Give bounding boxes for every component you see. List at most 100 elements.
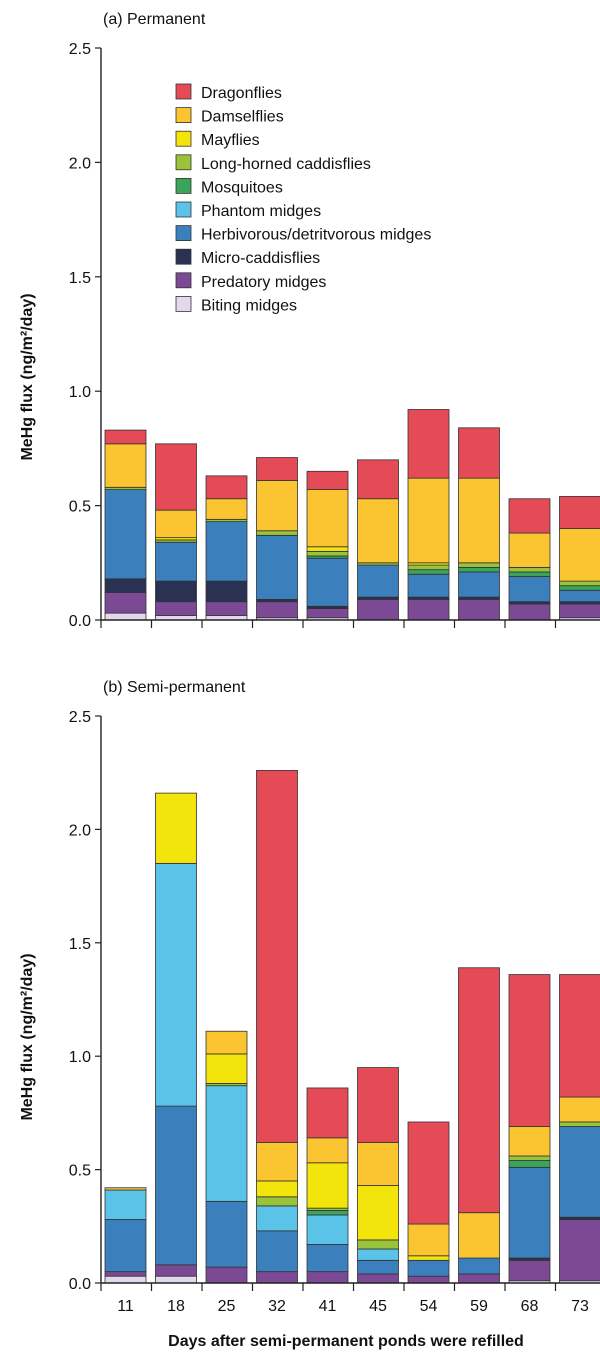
panel-b-bar-segment-predatory-midges: [509, 1260, 550, 1280]
panel-a-bar-segment-damselflies: [257, 480, 298, 530]
legend-swatch: [176, 249, 191, 264]
panel-a-bar-segment-damselflies: [408, 478, 449, 563]
panel-a-bar-segment-dragonflies: [105, 430, 146, 444]
x-tick-label: 54: [420, 1298, 438, 1315]
legend-item-mosquitoes: Mosquitoes: [176, 178, 283, 196]
panel-a-bar-segment-dragonflies: [560, 496, 600, 528]
legend-label: Micro-caddisflies: [201, 250, 320, 267]
panel-a-y-ticks: 0.0 0.5 1.0 1.5 2.0 2.5: [69, 41, 101, 630]
panel-b-bar-segment-mayflies: [358, 1185, 399, 1239]
panel-a-bar-segment-micro-caddisflies: [206, 581, 247, 602]
panel-b-bar-segment-damselflies: [459, 1213, 500, 1258]
panel-a-bar-segment-damselflies: [560, 528, 600, 581]
panel-a-bar-segment-mosquitoes: [509, 572, 550, 577]
panel-a-bar-segment-damselflies: [105, 444, 146, 487]
panel-b-bar-segment-mosquitoes: [509, 1161, 550, 1168]
panel-b-bar-segment-herbivorous-detritvorous-midges: [509, 1167, 550, 1258]
panel-a-bar-segment-dragonflies: [257, 458, 298, 481]
legend-label: Dragonflies: [201, 85, 282, 102]
legend-swatch: [176, 108, 191, 123]
panel-a-bar-segment-long-horned-caddisflies: [509, 567, 550, 572]
panel-a-bar-segment-dragonflies: [307, 471, 348, 489]
legend-swatch: [176, 202, 191, 217]
panel-a-bar-segment-mosquitoes: [408, 570, 449, 575]
panel-b-bar-segment-dragonflies: [560, 975, 600, 1097]
panel-a-bar-segment-predatory-midges: [156, 602, 197, 616]
panel-b-bar-segment-long-horned-caddisflies: [509, 1156, 550, 1161]
panel-a-bar-segment-biting-midges: [105, 613, 146, 620]
panel-a-bar-segment-dragonflies: [206, 476, 247, 499]
panel-b-bar-segment-biting-midges: [105, 1276, 146, 1283]
panel-a-bar-segment-herbivorous-detritvorous-midges: [206, 522, 247, 581]
panel-b-bar-segment-herbivorous-detritvorous-midges: [459, 1258, 500, 1274]
panel-b-bar-segment-predatory-midges: [307, 1272, 348, 1283]
panel-a-bar-stack-11: [105, 430, 146, 620]
legend-item-dragonflies: Dragonflies: [176, 84, 282, 102]
legend-item-herbivorous-detritvorous-midges: Herbivorous/detritvorous midges: [176, 226, 431, 244]
panel-b-y-tick-label: 0.5: [69, 1163, 91, 1180]
panel-b-bar-segment-herbivorous-detritvorous-midges: [206, 1201, 247, 1267]
panel-a-bar-segment-dragonflies: [156, 444, 197, 510]
x-tick-label: 41: [319, 1298, 337, 1315]
panel-b-y-tick-label: 2.5: [69, 709, 91, 726]
panel-b-bar-segment-damselflies: [509, 1127, 550, 1156]
panel-a-title: (a) Permanent: [103, 11, 206, 28]
panel-b-bar-segment-predatory-midges: [156, 1265, 197, 1276]
panel-b-bar-stack-59: [459, 968, 500, 1283]
panel-b-bar-segment-dragonflies: [257, 770, 298, 1142]
panel-a-bar-segment-damselflies: [206, 499, 247, 520]
panel-a-bar-segment-predatory-midges: [358, 599, 399, 620]
panel-a-bar-stack-25: [206, 476, 247, 620]
panel-b-bar-stack-41: [307, 1088, 348, 1283]
panel-b-y-tick-label: 2.0: [69, 822, 91, 839]
panel-a-bars: [105, 410, 600, 620]
panel-b-bar-segment-dragonflies: [509, 975, 550, 1127]
panel-b-bar-segment-phantom-midges: [105, 1190, 146, 1219]
panel-b-bar-segment-dragonflies: [358, 1068, 399, 1143]
panel-a-bar-segment-predatory-midges: [206, 602, 247, 616]
panel-a-bar-segment-predatory-midges: [560, 604, 600, 618]
panel-a-bar-segment-long-horned-caddisflies: [307, 551, 348, 556]
panel-b-bar-segment-herbivorous-detritvorous-midges: [408, 1260, 449, 1276]
panel-b-y-axis-label: MeHg flux (ng/m²/day): [19, 953, 36, 1120]
panel-a-bar-segment-damselflies: [459, 478, 500, 563]
panel-b-bar-segment-phantom-midges: [358, 1249, 399, 1260]
panel-a-bar-segment-dragonflies: [408, 410, 449, 479]
x-tick-label: 59: [470, 1298, 488, 1315]
panel-b-bar-segment-predatory-midges: [105, 1272, 146, 1277]
panel-a-bar-segment-herbivorous-detritvorous-midges: [257, 535, 298, 599]
panel-a-bar-segment-micro-caddisflies: [105, 579, 146, 593]
panel-a-bar-segment-herbivorous-detritvorous-midges: [509, 577, 550, 602]
panel-b-bar-stack-45: [358, 1068, 399, 1283]
panel-b-bar-segment-mayflies: [206, 1054, 247, 1083]
panel-b-bar-segment-phantom-midges: [206, 1086, 247, 1202]
panel-b-bar-segment-predatory-midges: [206, 1267, 247, 1283]
panel-a-bar-stack-32: [257, 458, 298, 620]
panel-a-y-tick-label: 1.5: [69, 270, 91, 287]
panel-b-bar-segment-mayflies: [257, 1181, 298, 1197]
legend-label: Biting midges: [201, 297, 297, 314]
panel-a-bar-segment-herbivorous-detritvorous-midges: [358, 565, 399, 597]
panel-b-y-tick-label: 1.0: [69, 1049, 91, 1066]
panel-a-bar-segment-long-horned-caddisflies: [560, 581, 600, 586]
panel-a-bar-stack-41: [307, 471, 348, 620]
legend-label: Damselflies: [201, 109, 284, 126]
panel-b-bar-stack-18: [156, 793, 197, 1283]
panel-a-y-tick-label: 0.0: [69, 613, 91, 630]
x-tick-label: 68: [521, 1298, 539, 1315]
panel-a-bar-stack-45: [358, 460, 399, 620]
x-tick-label: 25: [218, 1298, 236, 1315]
panel-a-bar-segment-damselflies: [358, 499, 399, 563]
panel-a-bar-stack-68: [509, 499, 550, 620]
panel-b-bar-segment-dragonflies: [307, 1088, 348, 1138]
panel-b-bar-stack-73: [560, 975, 600, 1283]
panel-a-bar-segment-micro-caddisflies: [156, 581, 197, 602]
panel-a-y-tick-label: 1.0: [69, 384, 91, 401]
panel-b-bar-segment-mayflies: [408, 1256, 449, 1261]
panel-b-x-ticks: 11 18 25 32 41 45 54 59 68 73: [117, 1298, 589, 1315]
legend-swatch: [176, 84, 191, 99]
panel-a-bar-segment-herbivorous-detritvorous-midges: [560, 590, 600, 601]
panel-a-bar-segment-mayflies: [307, 547, 348, 552]
panel-b-bars: [105, 770, 600, 1283]
panel-b-bar-segment-herbivorous-detritvorous-midges: [257, 1231, 298, 1272]
